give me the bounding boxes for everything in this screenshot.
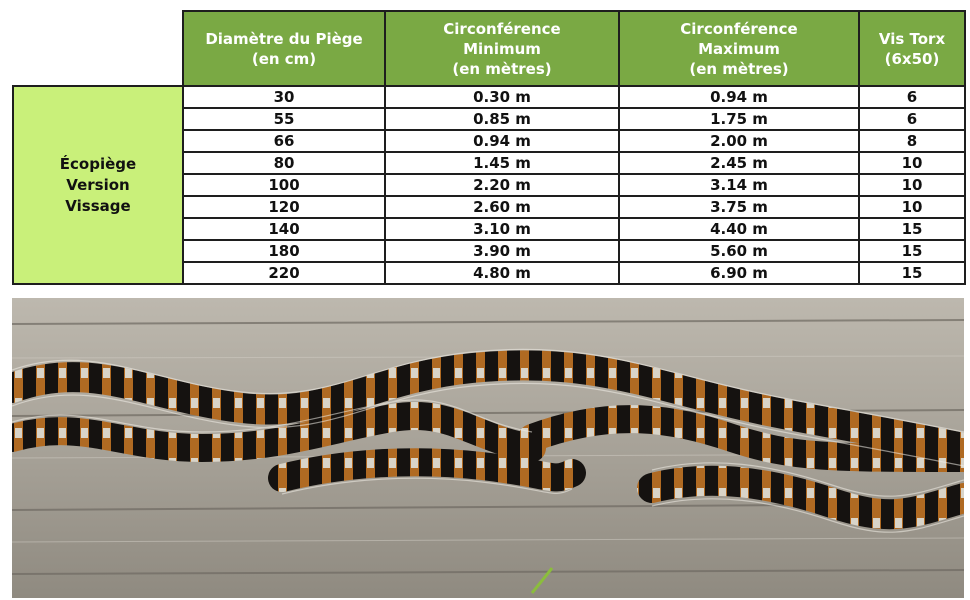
cell-circumference-min: 4.80 m [384, 261, 620, 285]
cell-diameter: 66 [182, 129, 386, 153]
table-row: 100 2.20 m 3.14 m 10 [13, 173, 966, 197]
cell-screws: 6 [858, 107, 966, 131]
table-row: Écopiège Version Vissage 30 0.30 m 0.94 … [12, 85, 966, 285]
cell-screws: 10 [858, 195, 966, 219]
cell-circumference-max: 6.90 m [618, 261, 860, 285]
cell-diameter: 140 [182, 217, 386, 241]
cell-circumference-max: 2.45 m [618, 151, 860, 175]
cell-circumference-max: 3.75 m [618, 195, 860, 219]
product-group-label: Écopiège Version Vissage [12, 85, 184, 285]
table-row: 80 1.45 m 2.45 m 10 [13, 151, 966, 175]
cell-circumference-max: 2.00 m [618, 129, 860, 153]
table-row: 220 4.80 m 6.90 m 15 [13, 261, 966, 285]
cell-diameter: 55 [182, 107, 386, 131]
header-blank-cell [13, 11, 183, 86]
cell-circumference-min: 3.10 m [384, 217, 620, 241]
trap-size-table: Diamètre du Piège (en cm) Circonférence … [12, 10, 966, 285]
header-circumference-min: Circonférence Minimum (en mètres) [384, 10, 620, 87]
table-row: 180 3.90 m 5.60 m 15 [13, 239, 966, 263]
cell-circumference-min: 0.85 m [384, 107, 620, 131]
cell-circumference-min: 3.90 m [384, 239, 620, 263]
header-circumference-max: Circonférence Maximum (en mètres) [618, 10, 860, 87]
cell-circumference-min: 2.20 m [384, 173, 620, 197]
caterpillar-photo-graphic [12, 298, 964, 598]
cell-screws: 8 [858, 129, 966, 153]
cell-circumference-max: 5.60 m [618, 239, 860, 263]
header-torx-screws: Vis Torx (6x50) [858, 10, 966, 87]
header-diameter: Diamètre du Piège (en cm) [182, 10, 386, 87]
cell-circumference-max: 4.40 m [618, 217, 860, 241]
cell-circumference-max: 0.94 m [618, 85, 860, 109]
cell-diameter: 30 [182, 85, 386, 109]
cell-screws: 10 [858, 151, 966, 175]
cell-circumference-min: 0.30 m [384, 85, 620, 109]
table-row: 66 0.94 m 2.00 m 8 [13, 129, 966, 153]
cell-screws: 15 [858, 261, 966, 285]
cell-diameter: 220 [182, 261, 386, 285]
cell-circumference-max: 3.14 m [618, 173, 860, 197]
cell-diameter: 100 [182, 173, 386, 197]
cell-screws: 10 [858, 173, 966, 197]
cell-diameter: 180 [182, 239, 386, 263]
table-row: 140 3.10 m 4.40 m 15 [13, 217, 966, 241]
cell-circumference-max: 1.75 m [618, 107, 860, 131]
cell-screws: 15 [858, 239, 966, 263]
table-header-row: Diamètre du Piège (en cm) Circonférence … [13, 10, 966, 87]
cell-screws: 6 [858, 85, 966, 109]
cell-circumference-min: 1.45 m [384, 151, 620, 175]
table-row: 120 2.60 m 3.75 m 10 [13, 195, 966, 219]
cell-circumference-min: 0.94 m [384, 129, 620, 153]
table-row: 55 0.85 m 1.75 m 6 [13, 107, 966, 131]
cell-screws: 15 [858, 217, 966, 241]
caterpillar-photo [12, 298, 964, 598]
cell-diameter: 80 [182, 151, 386, 175]
cell-diameter: 120 [182, 195, 386, 219]
cell-circumference-min: 2.60 m [384, 195, 620, 219]
